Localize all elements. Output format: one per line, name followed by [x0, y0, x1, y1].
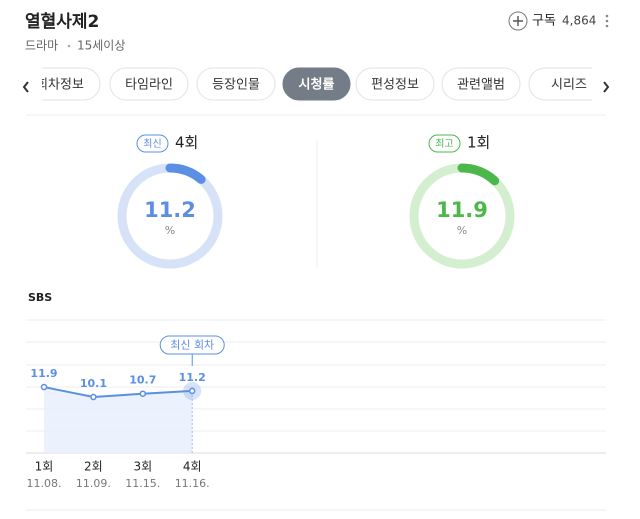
- menu-dot: [605, 24, 609, 28]
- next-arrow[interactable]: [603, 81, 610, 93]
- tab[interactable]: 시리즈: [528, 67, 609, 101]
- title: 열혈사제2: [25, 11, 99, 32]
- point: [188, 387, 196, 395]
- tab-label: 시청률: [299, 77, 335, 93]
- prev-arrow[interactable]: [22, 81, 29, 93]
- line-chart: 11.9 1회 11.08. 10.1 2회 11.09. 10.7 3회 11.15. 11.2…: [27, 335, 225, 490]
- tab-pill: [441, 67, 521, 101]
- more-menu[interactable]: [605, 14, 609, 28]
- area: [44, 387, 193, 453]
- channel: SBS: [28, 291, 52, 304]
- gauge-unit: %: [165, 224, 175, 237]
- date-label: 11.15.: [125, 477, 160, 490]
- tab[interactable]: 관련앨범: [441, 67, 521, 101]
- gauge-unit: %: [457, 224, 467, 237]
- tab[interactable]: 편성정보: [355, 67, 435, 101]
- tab-label: 관련앨범: [457, 78, 505, 93]
- badge-label: 최신: [143, 138, 161, 150]
- subscribe-button[interactable]: 구독 4,864: [508, 11, 596, 31]
- x-tick-label: 1회: [35, 460, 54, 474]
- callout-pill: [159, 335, 225, 355]
- date-label: 11.16.: [175, 477, 210, 490]
- dot-separator: [67, 44, 71, 48]
- value-label: 10.7: [129, 374, 156, 387]
- menu-dot: [605, 19, 609, 23]
- gauge-value: 11.2: [144, 198, 196, 222]
- point: [40, 383, 48, 391]
- point: [90, 393, 97, 401]
- value-label: 11.2: [179, 371, 206, 384]
- tab[interactable]: 타임라인: [109, 67, 189, 101]
- tab[interactable]: 시청률: [282, 67, 351, 101]
- date-label: 11.09.: [76, 477, 111, 490]
- tab-pill: [282, 67, 351, 101]
- value-label: 11.9: [30, 367, 57, 380]
- tab-pill: [42, 67, 101, 101]
- gauge-value: 11.9: [436, 198, 488, 222]
- tab[interactable]: 회차정보: [20, 67, 101, 101]
- callout: 최신 회차: [170, 339, 214, 352]
- tab-label: 회차정보: [36, 78, 84, 93]
- line: [43, 386, 193, 399]
- gauges: 최신 4회 11.2% 최고 1회 11.9%: [117, 134, 515, 269]
- tab-pill: [528, 67, 592, 101]
- badge-label: 최고: [435, 138, 453, 150]
- subscriber-count: 4,864: [562, 14, 596, 28]
- date-label: 11.08.: [27, 477, 62, 490]
- tab-pill: [196, 67, 276, 101]
- rating: 15세이상: [77, 39, 125, 53]
- menu-dot: [605, 14, 609, 18]
- point: [139, 390, 147, 397]
- tab[interactable]: 등장인물: [196, 67, 276, 101]
- value-label: 10.1: [80, 377, 107, 390]
- gauge-arc: [409, 163, 515, 269]
- episode: 1회: [467, 134, 490, 152]
- tab-label: 시리즈: [551, 78, 587, 93]
- tab-pill: [109, 67, 189, 101]
- badge: [428, 134, 461, 153]
- tab-label: 타임라인: [125, 78, 173, 93]
- tab-bar: 회차정보 타임라인 등장인물 시청률 편성정보 관련앨범 시리즈: [20, 67, 609, 101]
- genre: 드라마: [25, 39, 58, 53]
- x-tick-label: 2회: [84, 460, 103, 474]
- tab-pill: [355, 67, 435, 101]
- tab-label: 편성정보: [371, 78, 419, 93]
- subscribe-label: 구독: [532, 14, 556, 29]
- gauge-arc: [117, 163, 223, 269]
- plus-sign: [513, 16, 523, 26]
- x-tick-label: 4회: [183, 460, 202, 474]
- x-tick-label: 3회: [133, 460, 152, 474]
- episode: 4회: [175, 134, 198, 152]
- tab-label: 등장인물: [212, 78, 260, 93]
- badge: [136, 134, 169, 153]
